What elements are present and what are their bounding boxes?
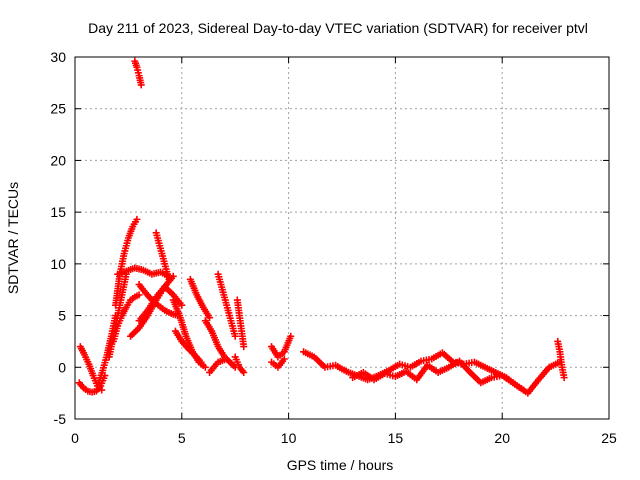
y-axis-label: SDTVAR / TECUs bbox=[5, 182, 21, 294]
x-tick-label: 20 bbox=[494, 430, 510, 446]
y-tick-label: 15 bbox=[50, 204, 66, 220]
y-tick-label: 20 bbox=[50, 152, 66, 168]
data-point-s21 bbox=[287, 332, 295, 340]
data-point-s25 bbox=[560, 374, 568, 382]
data-point-s5 bbox=[135, 291, 143, 299]
x-tick-label: 0 bbox=[71, 430, 79, 446]
x-axis-ticks: 0 5 10 15 20 25 bbox=[71, 57, 617, 446]
y-tick-label: -5 bbox=[54, 411, 67, 427]
y-tick-label: 5 bbox=[58, 308, 66, 324]
x-axis-label: GPS time / hours bbox=[287, 457, 394, 473]
x-tick-label: 25 bbox=[601, 430, 617, 446]
x-tick-label: 15 bbox=[388, 430, 404, 446]
data-point-s22 bbox=[280, 355, 288, 363]
data-point-s12 bbox=[178, 301, 186, 309]
y-tick-label: 10 bbox=[50, 256, 66, 272]
data-point-s20 bbox=[240, 368, 248, 376]
data-point-s6 bbox=[133, 215, 141, 223]
y-axis-ticks: -5 0 5 10 15 20 25 30 bbox=[50, 49, 609, 427]
x-tick-label: 10 bbox=[281, 430, 297, 446]
data-point-s11 bbox=[165, 275, 173, 283]
data-point-s18 bbox=[231, 332, 239, 340]
data-point-s2 bbox=[98, 386, 106, 394]
data-point-s15 bbox=[206, 314, 214, 322]
data-point-s7 bbox=[137, 81, 145, 89]
plot-frame bbox=[74, 56, 610, 420]
data-points bbox=[75, 57, 568, 397]
data-point-s24 bbox=[520, 386, 528, 394]
data-point-s19 bbox=[240, 343, 248, 351]
data-point-s13 bbox=[201, 363, 209, 371]
x-tick-label: 5 bbox=[178, 430, 186, 446]
y-tick-label: 25 bbox=[50, 101, 66, 117]
y-tick-label: 0 bbox=[58, 359, 66, 375]
y-tick-label: 30 bbox=[50, 49, 66, 65]
data-point-s14 bbox=[197, 358, 205, 366]
chart-title: Day 211 of 2023, Sidereal Day-to-day VTE… bbox=[88, 20, 588, 36]
